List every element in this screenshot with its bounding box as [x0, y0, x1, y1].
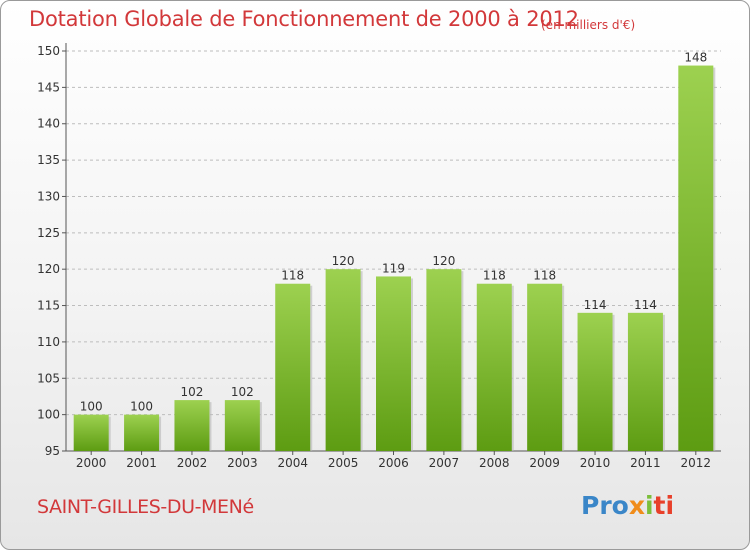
bar-value-label: 118	[533, 269, 556, 283]
bar-value-label: 100	[80, 400, 103, 414]
bar	[174, 400, 210, 451]
y-tick-label: 105	[37, 371, 60, 385]
x-tick-label: 2003	[227, 456, 258, 470]
x-tick-label: 2001	[126, 456, 157, 470]
logo-part-3: i	[644, 491, 654, 520]
y-tick-label: 140	[37, 117, 60, 131]
x-tick-label: 2004	[277, 456, 308, 470]
bar-value-label: 148	[684, 51, 707, 65]
x-tick-label: 2010	[580, 456, 611, 470]
chart-unit: (en milliers d'€)	[541, 18, 636, 32]
x-tick-label: 2000	[76, 456, 107, 470]
bar-value-label: 114	[634, 298, 657, 312]
bar	[73, 414, 109, 451]
x-tick-label: 2008	[479, 456, 510, 470]
bar	[476, 283, 512, 451]
proxiti-logo: Proxiti	[581, 491, 674, 520]
bar	[577, 312, 613, 451]
y-tick-label: 95	[45, 444, 60, 458]
y-tick-label: 130	[37, 189, 60, 203]
y-tick-label: 125	[37, 226, 60, 240]
commune-name: SAINT-GILLES-DU-MENé	[37, 496, 254, 518]
bar	[627, 312, 663, 451]
x-tick-label: 2005	[328, 456, 359, 470]
bar-value-label: 102	[181, 385, 204, 399]
y-tick-label: 150	[37, 44, 60, 58]
x-tick-label: 2012	[681, 456, 712, 470]
x-tick-label: 2006	[378, 456, 409, 470]
bar	[124, 414, 160, 451]
y-tick-label: 115	[37, 299, 60, 313]
bar-value-label: 100	[130, 400, 153, 414]
bar-value-label: 118	[483, 269, 506, 283]
bar	[426, 269, 462, 451]
x-tick-label: 2011	[630, 456, 661, 470]
bar-value-label: 118	[281, 269, 304, 283]
chart-title: Dotation Globale de Fonctionnement de 20…	[29, 7, 579, 31]
logo-part-4: ti	[653, 491, 675, 520]
y-tick-label: 120	[37, 262, 60, 276]
logo-part-2: x	[628, 491, 645, 520]
bar-value-label: 102	[231, 385, 254, 399]
bar	[376, 276, 411, 451]
bar	[527, 283, 563, 451]
x-tick-label: 2007	[429, 456, 460, 470]
y-tick-label: 100	[37, 408, 60, 422]
bar	[224, 400, 260, 451]
bar-value-label: 119	[382, 261, 405, 275]
bar	[275, 283, 311, 451]
x-tick-label: 2002	[177, 456, 208, 470]
logo-part-1: Pro	[581, 491, 629, 520]
bar-value-label: 114	[584, 298, 607, 312]
y-tick-label: 135	[37, 153, 60, 167]
y-tick-label: 145	[37, 80, 60, 94]
bar	[325, 269, 361, 451]
y-tick-label: 110	[37, 335, 60, 349]
x-tick-label: 2009	[529, 456, 560, 470]
bar-value-label: 120	[332, 254, 355, 268]
bar-value-label: 120	[432, 254, 455, 268]
bar	[678, 65, 714, 451]
